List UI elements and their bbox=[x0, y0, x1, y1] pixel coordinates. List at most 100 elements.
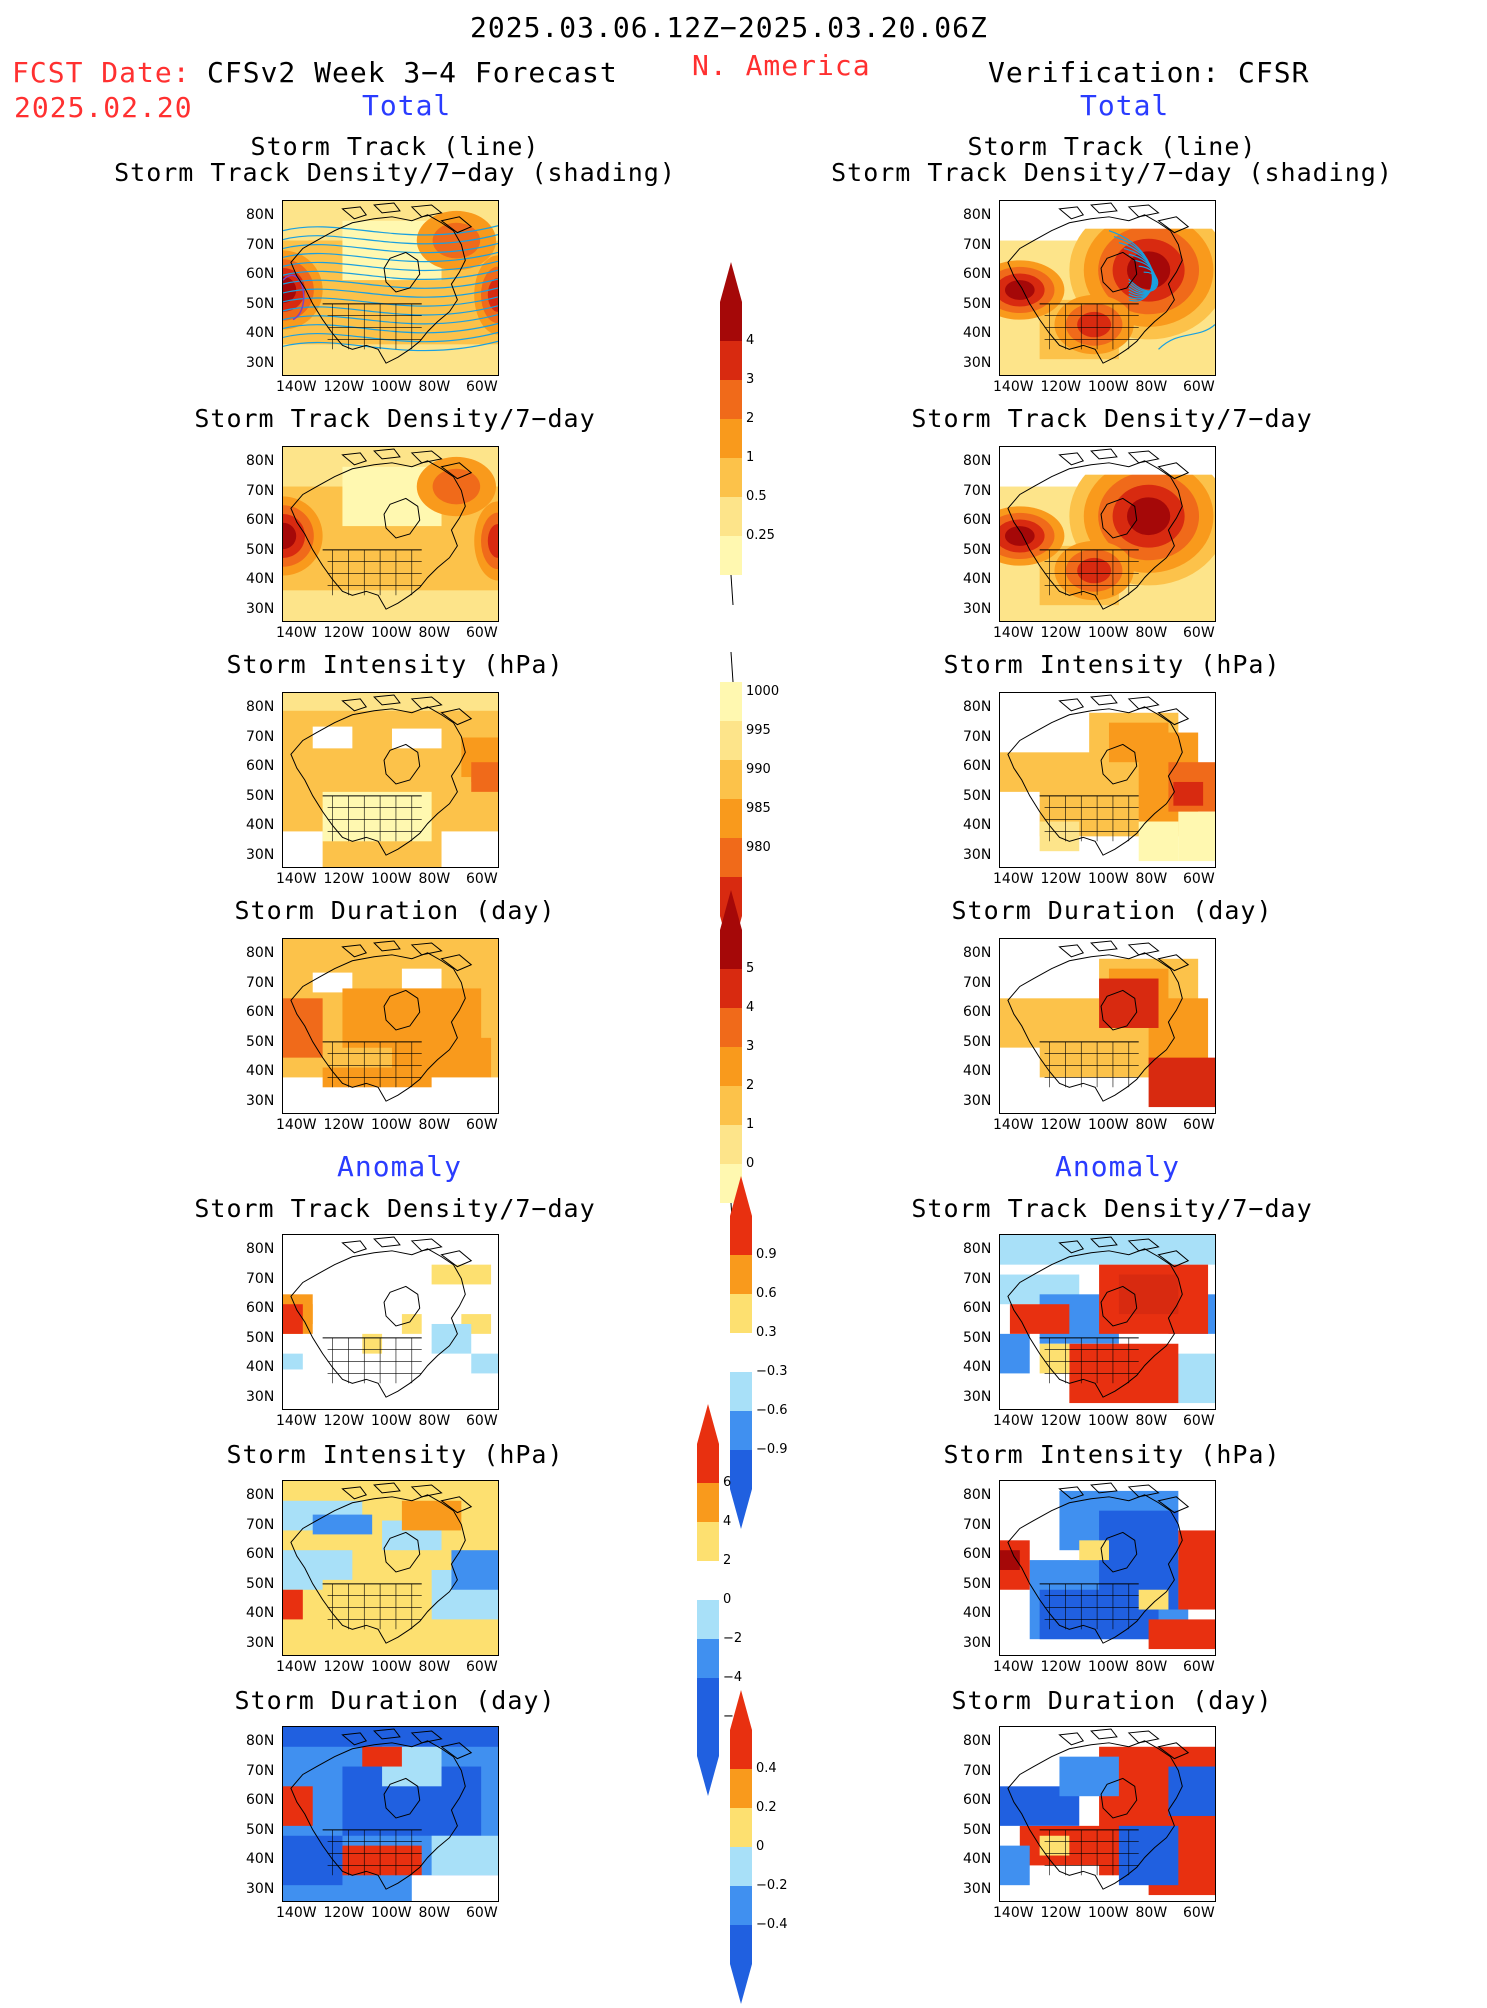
lon-label: 60W bbox=[466, 625, 498, 641]
lon-label: 100W bbox=[1088, 625, 1129, 641]
lat-label: 30N bbox=[963, 1880, 992, 1897]
colorbar-swatch bbox=[720, 682, 742, 721]
colorbar-label: 1 bbox=[746, 450, 755, 465]
lat-label: 40N bbox=[246, 1063, 275, 1079]
lon-label: 100W bbox=[371, 871, 412, 887]
verification-title: Verification: CFSR bbox=[988, 56, 1310, 89]
lon-label: 120W bbox=[323, 1413, 365, 1429]
lon-label: 60W bbox=[1183, 871, 1215, 887]
lon-label: 140W bbox=[276, 379, 317, 395]
lat-label: 70N bbox=[963, 482, 992, 499]
lat-label: 60N bbox=[246, 1546, 275, 1562]
colorbar-swatch bbox=[720, 419, 742, 458]
lat-label: 60N bbox=[963, 266, 992, 282]
lat-label: 60N bbox=[246, 1792, 275, 1808]
colorbar-swatch bbox=[730, 1411, 752, 1450]
colorbar-label: 4 bbox=[723, 1514, 732, 1529]
lat-label: 50N bbox=[963, 1575, 992, 1592]
lat-label: 30N bbox=[246, 1880, 275, 1897]
colorbar-label: 0.6 bbox=[756, 1286, 777, 1301]
lon-label: 60W bbox=[466, 871, 498, 887]
colorbar-swatch bbox=[697, 1600, 719, 1639]
colorbar-swatch bbox=[730, 1216, 752, 1255]
lat-label: 50N bbox=[246, 1575, 275, 1592]
colorbar-label: −0.3 bbox=[756, 1364, 788, 1379]
colorbar-label: 0 bbox=[723, 1592, 732, 1607]
v-title-duration: Storm Duration (day) bbox=[951, 896, 1273, 925]
v-title-track-shading: Storm Track Density/7−day (shading) bbox=[831, 158, 1393, 187]
forecast-map-duration bbox=[282, 938, 499, 1114]
colorbar-label: 5 bbox=[746, 961, 755, 976]
colorbar-swatch bbox=[730, 1333, 752, 1372]
lon-label: 120W bbox=[323, 871, 365, 887]
forecast-period: 2025.03.06.12Z−2025.03.20.06Z bbox=[470, 11, 988, 44]
colorbar-swatch bbox=[720, 721, 742, 760]
lat-label: 30N bbox=[246, 1634, 275, 1651]
lat-label: 70N bbox=[963, 974, 992, 991]
lat-label: 70N bbox=[246, 1270, 275, 1287]
lon-label: 120W bbox=[1040, 625, 1082, 641]
lon-label: 60W bbox=[466, 379, 498, 395]
lon-label: 120W bbox=[323, 379, 365, 395]
lon-label: 80W bbox=[418, 871, 451, 887]
lat-label: 80N bbox=[963, 207, 992, 223]
lat-label: 40N bbox=[246, 325, 275, 341]
model-title: CFSv2 Week 3−4 Forecast bbox=[207, 56, 618, 89]
colorbar-label: 980 bbox=[746, 840, 771, 855]
colorbar-swatch bbox=[730, 1808, 752, 1847]
lat-label: 80N bbox=[963, 1733, 992, 1749]
colorbar-swatch bbox=[730, 1255, 752, 1294]
lat-label: 80N bbox=[246, 699, 275, 715]
lat-label: 50N bbox=[246, 1329, 275, 1346]
lon-label: 100W bbox=[371, 625, 412, 641]
lat-label: 40N bbox=[963, 1851, 992, 1867]
lat-label: 40N bbox=[246, 1359, 275, 1375]
lat-label: 70N bbox=[963, 1270, 992, 1287]
colorbar-swatch bbox=[720, 799, 742, 838]
verification-map-density-anom bbox=[999, 1234, 1216, 1410]
lon-label: 120W bbox=[1040, 1905, 1082, 1921]
forecast-anomaly-heading: Anomaly bbox=[337, 1150, 463, 1183]
lat-label: 40N bbox=[963, 817, 992, 833]
lat-label: 40N bbox=[963, 1605, 992, 1621]
lat-label: 70N bbox=[246, 728, 275, 745]
colorbar-intensity: 1000 995 990 985 980 bbox=[720, 651, 780, 956]
lat-label: 50N bbox=[246, 1033, 275, 1050]
colorbar-label: 2 bbox=[746, 411, 755, 426]
lon-label: 140W bbox=[276, 1905, 317, 1921]
lon-label: 60W bbox=[1183, 1117, 1215, 1133]
verification-map-duration bbox=[999, 938, 1216, 1114]
colorbar-label: 3 bbox=[746, 372, 755, 387]
lon-label: 140W bbox=[993, 379, 1034, 395]
lon-label: 120W bbox=[323, 1117, 365, 1133]
region-title: N. America bbox=[692, 49, 871, 82]
colorbar-swatch bbox=[720, 1047, 742, 1086]
lat-label: 40N bbox=[963, 1063, 992, 1079]
lon-label: 100W bbox=[1088, 1413, 1129, 1429]
colorbar-swatch bbox=[720, 1008, 742, 1047]
lon-label: 60W bbox=[1183, 1659, 1215, 1675]
lat-label: 50N bbox=[963, 1033, 992, 1050]
colorbar-swatch bbox=[730, 1730, 752, 1769]
lat-label: 80N bbox=[246, 945, 275, 961]
colorbar-label: 0.2 bbox=[756, 1800, 777, 1815]
lat-label: 30N bbox=[246, 1092, 275, 1109]
f-title-track-line: Storm Track (line) bbox=[250, 132, 540, 161]
lon-label: 120W bbox=[323, 1659, 365, 1675]
f-title-duration: Storm Duration (day) bbox=[234, 896, 556, 925]
colorbar-label: 3 bbox=[746, 1039, 755, 1054]
lat-label: 70N bbox=[246, 1516, 275, 1533]
lat-label: 70N bbox=[963, 236, 992, 253]
forecast-map-density-anom bbox=[282, 1234, 499, 1410]
lat-label: 60N bbox=[963, 512, 992, 528]
lat-label: 40N bbox=[963, 571, 992, 587]
lon-label: 120W bbox=[323, 625, 365, 641]
verification-map-intensity bbox=[999, 692, 1216, 868]
lon-label: 80W bbox=[418, 379, 451, 395]
colorbar-swatch bbox=[720, 760, 742, 799]
lat-label: 80N bbox=[963, 699, 992, 715]
colorbar-label: 0.5 bbox=[746, 489, 767, 504]
colorbar-swatch bbox=[720, 1086, 742, 1125]
colorbar-label: 2 bbox=[723, 1553, 732, 1568]
lat-label: 50N bbox=[246, 295, 275, 312]
